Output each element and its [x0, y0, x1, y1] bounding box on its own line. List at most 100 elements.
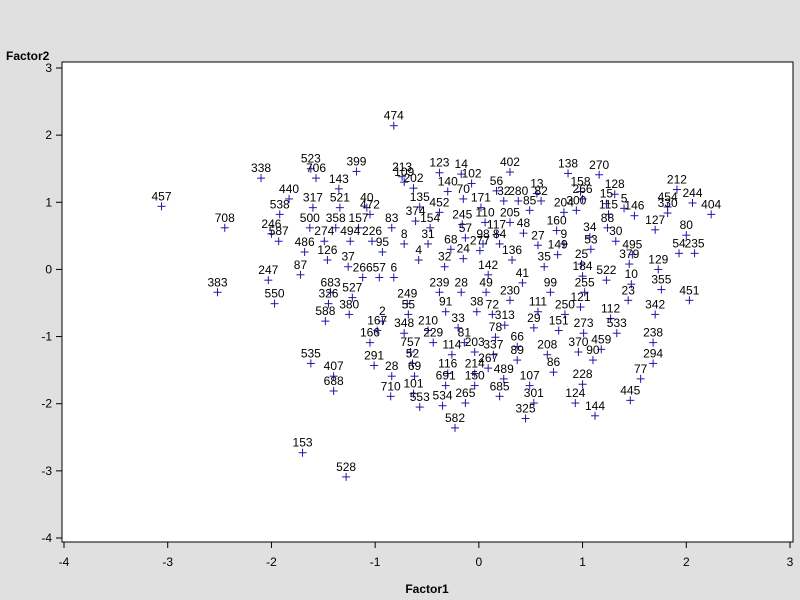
point-label: 29	[527, 311, 541, 325]
data-point: 89	[511, 343, 525, 365]
data-point: 330	[658, 196, 678, 218]
point-label: 129	[648, 252, 668, 266]
point-label: 116	[438, 357, 457, 371]
data-point: 325	[516, 401, 536, 423]
data-point: 140	[438, 175, 458, 196]
data-point: 202	[404, 171, 424, 193]
point-label: 280	[508, 184, 528, 198]
point-label: 154	[420, 211, 440, 225]
point-label: 244	[682, 186, 702, 200]
data-point: 757	[400, 335, 421, 357]
data-point: 452	[429, 195, 450, 217]
data-point: 102	[462, 166, 482, 188]
point-label: 40	[360, 191, 374, 205]
point-label: 80	[680, 218, 694, 232]
point-label: 495	[622, 238, 642, 252]
y-axis-title: Factor2	[6, 49, 50, 63]
point-label: 228	[573, 367, 593, 381]
x-tick-label: -2	[266, 555, 277, 569]
data-point: 342	[645, 297, 666, 319]
data-point: 489	[494, 362, 514, 383]
point-label: 184	[573, 259, 593, 273]
point-label: 57	[459, 221, 473, 235]
point-label: 685	[490, 379, 510, 393]
point-label: 212	[667, 173, 687, 187]
point-label: 89	[511, 343, 525, 357]
data-point: 112	[601, 301, 620, 323]
data-point: 550	[265, 287, 285, 308]
point-label: 582	[445, 411, 465, 425]
data-point: 2	[378, 304, 387, 326]
data-point: 267	[478, 351, 499, 373]
data-point: 85	[523, 193, 537, 215]
point-label: 486	[295, 235, 315, 249]
point-label: 399	[346, 154, 366, 168]
point-label: 404	[701, 197, 721, 211]
data-point: 123	[429, 156, 450, 177]
point-label: 34	[583, 220, 597, 234]
point-label: 4	[415, 243, 422, 257]
point-label: 294	[643, 346, 663, 360]
data-point: 277	[470, 234, 490, 255]
data-point: 250	[555, 297, 575, 319]
data-point: 239	[429, 275, 450, 297]
point-label: 84	[493, 227, 507, 241]
data-point: 138	[558, 156, 578, 178]
data-point: 710	[381, 379, 401, 401]
data-point: 4	[414, 243, 423, 265]
data-point: 474	[384, 109, 404, 130]
point-label: 445	[620, 383, 640, 397]
data-point: 588	[315, 304, 336, 326]
point-label: 48	[517, 216, 531, 230]
data-point: 472	[360, 197, 380, 219]
data-point: 203	[465, 335, 485, 357]
data-point: 6	[389, 260, 398, 282]
point-label: 348	[394, 316, 414, 330]
data-point: 274	[314, 224, 335, 246]
data-point: 534	[433, 389, 453, 410]
y-tick-label: 1	[45, 195, 52, 209]
data-point: 246	[261, 217, 282, 238]
point-label: 550	[265, 287, 285, 301]
point-label: 683	[321, 275, 341, 289]
data-point: 28	[455, 275, 468, 297]
point-label: 355	[651, 273, 671, 287]
point-label: 474	[384, 109, 404, 123]
point-label: 41	[516, 266, 530, 280]
point-label: 157	[349, 211, 369, 225]
point-label: 78	[489, 320, 503, 334]
point-label: 534	[433, 389, 453, 403]
point-label: 267	[478, 351, 498, 365]
point-label: 90	[586, 343, 600, 357]
data-point: 399	[346, 154, 367, 176]
data-point: 527	[342, 281, 363, 302]
point-label: 14	[455, 157, 469, 171]
data-point: 683	[321, 275, 341, 297]
data-point: 457	[151, 189, 172, 211]
point-label: 49	[479, 275, 493, 289]
point-label: 135	[410, 190, 430, 204]
point-label: 15	[600, 187, 614, 201]
data-point: 230	[500, 283, 520, 305]
data-point: 294	[643, 346, 663, 368]
data-point: 87	[294, 258, 307, 279]
data-point: 582	[445, 411, 465, 432]
data-point: 265	[455, 386, 476, 408]
data-point: 380	[339, 297, 360, 319]
data-point: 154	[420, 211, 440, 232]
point-label: 342	[645, 297, 665, 311]
data-point: 553	[410, 390, 430, 412]
point-label: 249	[397, 287, 417, 301]
data-point: 166	[360, 326, 380, 347]
point-label: 127	[645, 213, 665, 227]
data-point: 402	[500, 155, 520, 177]
data-point: 685	[490, 379, 510, 401]
point-label: 238	[643, 326, 663, 340]
data-point: 522	[596, 263, 617, 285]
point-label: 757	[400, 335, 420, 349]
data-point: 451	[679, 283, 700, 305]
data-point: 54	[672, 236, 686, 258]
x-tick-label: 0	[476, 555, 483, 569]
data-point: 126	[317, 243, 338, 265]
